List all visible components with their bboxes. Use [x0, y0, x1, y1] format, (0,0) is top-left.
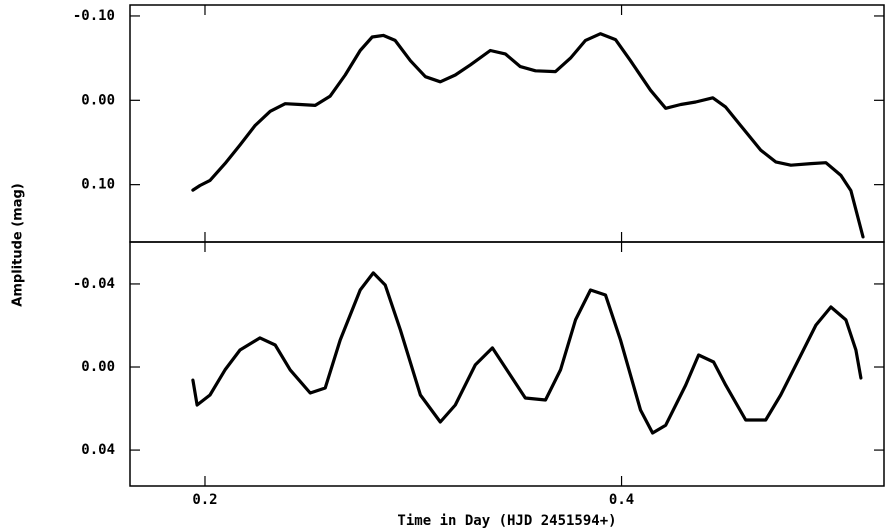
y-tick-label: -0.10 — [73, 8, 115, 24]
y-tick-label: 0.00 — [81, 359, 115, 375]
plot-frame — [129, 4, 885, 243]
x-tick-label: 0.2 — [192, 492, 217, 508]
y-tick-label: 0.00 — [81, 92, 115, 108]
y-tick-label: 0.10 — [81, 177, 115, 193]
y-tick-label: 0.04 — [81, 442, 115, 458]
plot-frame — [129, 241, 885, 487]
y-axis-label: Amplitude (mag) — [11, 183, 26, 306]
y-tick-label: -0.04 — [73, 276, 115, 292]
light-curve — [191, 271, 863, 435]
light-curve — [191, 32, 865, 239]
x-tick-label: 0.4 — [609, 492, 634, 508]
x-axis-label: Time in Day (HJD 2451594+) — [397, 513, 616, 529]
